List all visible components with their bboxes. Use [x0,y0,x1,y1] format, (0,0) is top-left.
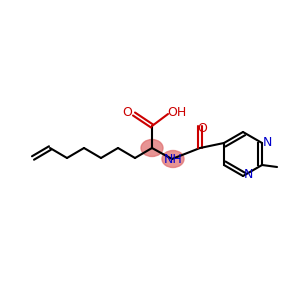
Text: N: N [243,169,253,182]
Text: O: O [122,106,132,119]
Text: N: N [262,136,272,149]
Text: NH: NH [164,153,182,166]
Ellipse shape [141,140,163,157]
Ellipse shape [162,151,184,167]
Text: OH: OH [167,106,187,119]
Text: O: O [197,122,207,136]
